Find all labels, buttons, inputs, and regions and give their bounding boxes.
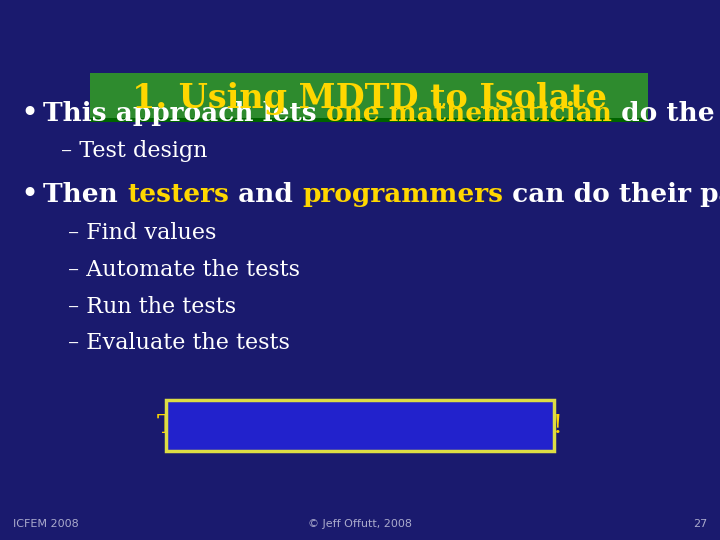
Text: – Find values: – Find values	[68, 222, 217, 244]
Text: ICFEM 2008: ICFEM 2008	[13, 519, 78, 529]
Text: © Jeff Offutt, 2008: © Jeff Offutt, 2008	[308, 519, 412, 529]
Bar	[90, 118, 648, 122]
Text: can do their parts: can do their parts	[503, 182, 720, 207]
Text: •: •	[20, 99, 38, 128]
Text: This approach lets: This approach lets	[43, 101, 326, 126]
Text: 27: 27	[693, 519, 707, 529]
Text: – Test design: – Test design	[61, 140, 207, 162]
Text: – Evaluate the tests: – Evaluate the tests	[68, 333, 290, 354]
Text: – Automate the tests: – Automate the tests	[68, 259, 300, 281]
Text: – Run the tests: – Run the tests	[68, 296, 237, 318]
Text: one mathematician: one mathematician	[326, 101, 612, 126]
Text: Then: Then	[43, 182, 127, 207]
Bar	[90, 65, 648, 121]
Text: and: and	[229, 182, 302, 207]
Text: do the math: do the math	[612, 101, 720, 126]
Bar	[90, 73, 648, 121]
Text: Testers ain’t mathematicians !: Testers ain’t mathematicians !	[157, 413, 563, 438]
Text: 1. Using MDTD to Isolate: 1. Using MDTD to Isolate	[132, 82, 606, 114]
Text: testers: testers	[127, 182, 229, 207]
Text: •: •	[20, 180, 38, 209]
Text: programmers: programmers	[302, 182, 503, 207]
